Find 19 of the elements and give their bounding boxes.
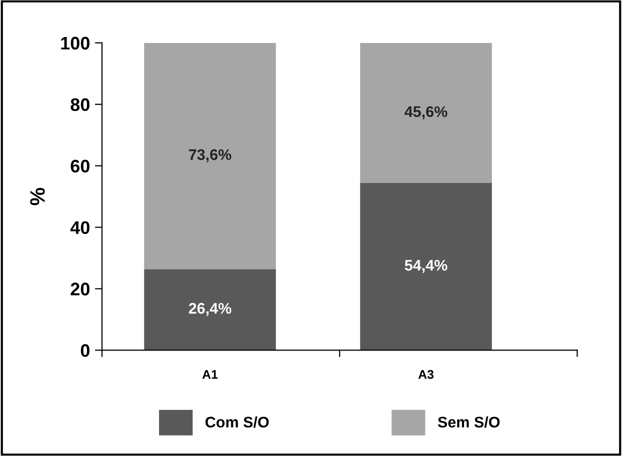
data-label: 73,6% — [189, 149, 232, 162]
legend-label: Sem S/O — [438, 416, 500, 428]
bar — [144, 42, 276, 270]
y-tick-label: 60 — [70, 160, 90, 173]
x-tick-label: A1 — [202, 370, 218, 379]
y-axis-title: % — [30, 188, 45, 206]
bar — [144, 269, 276, 350]
y-tick-label: 40 — [70, 221, 90, 234]
bar — [360, 42, 492, 184]
data-label: 26,4% — [188, 302, 232, 316]
y-tick-label: 20 — [70, 282, 90, 296]
y-tick-label: 0 — [80, 344, 90, 357]
data-label: 45,6% — [404, 106, 448, 120]
legend-label: Com S/O — [206, 416, 269, 428]
y-tick-label: 100 — [61, 36, 90, 50]
data-label: 54,4% — [404, 260, 448, 273]
bar — [360, 183, 492, 350]
y-tick-label: 80 — [70, 98, 90, 112]
x-tick-label: A3 — [418, 370, 434, 379]
